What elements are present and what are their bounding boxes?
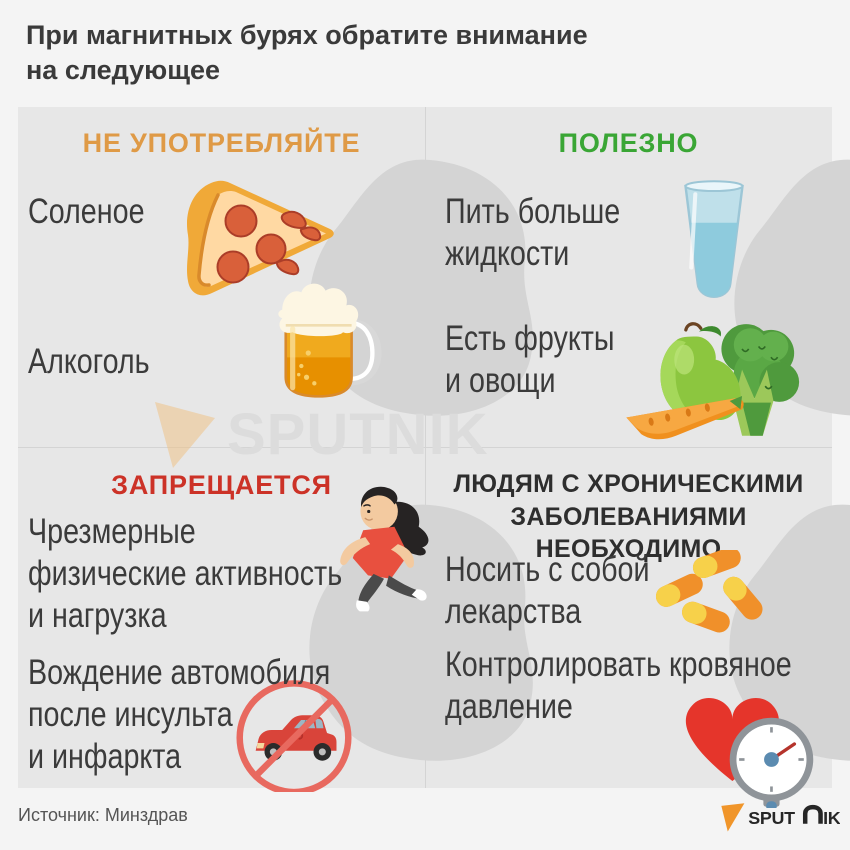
svg-text:SPUTNIK: SPUTNIK	[227, 402, 489, 467]
svg-text:IK: IK	[823, 808, 840, 828]
svg-text:SPUT: SPUT	[748, 808, 795, 828]
